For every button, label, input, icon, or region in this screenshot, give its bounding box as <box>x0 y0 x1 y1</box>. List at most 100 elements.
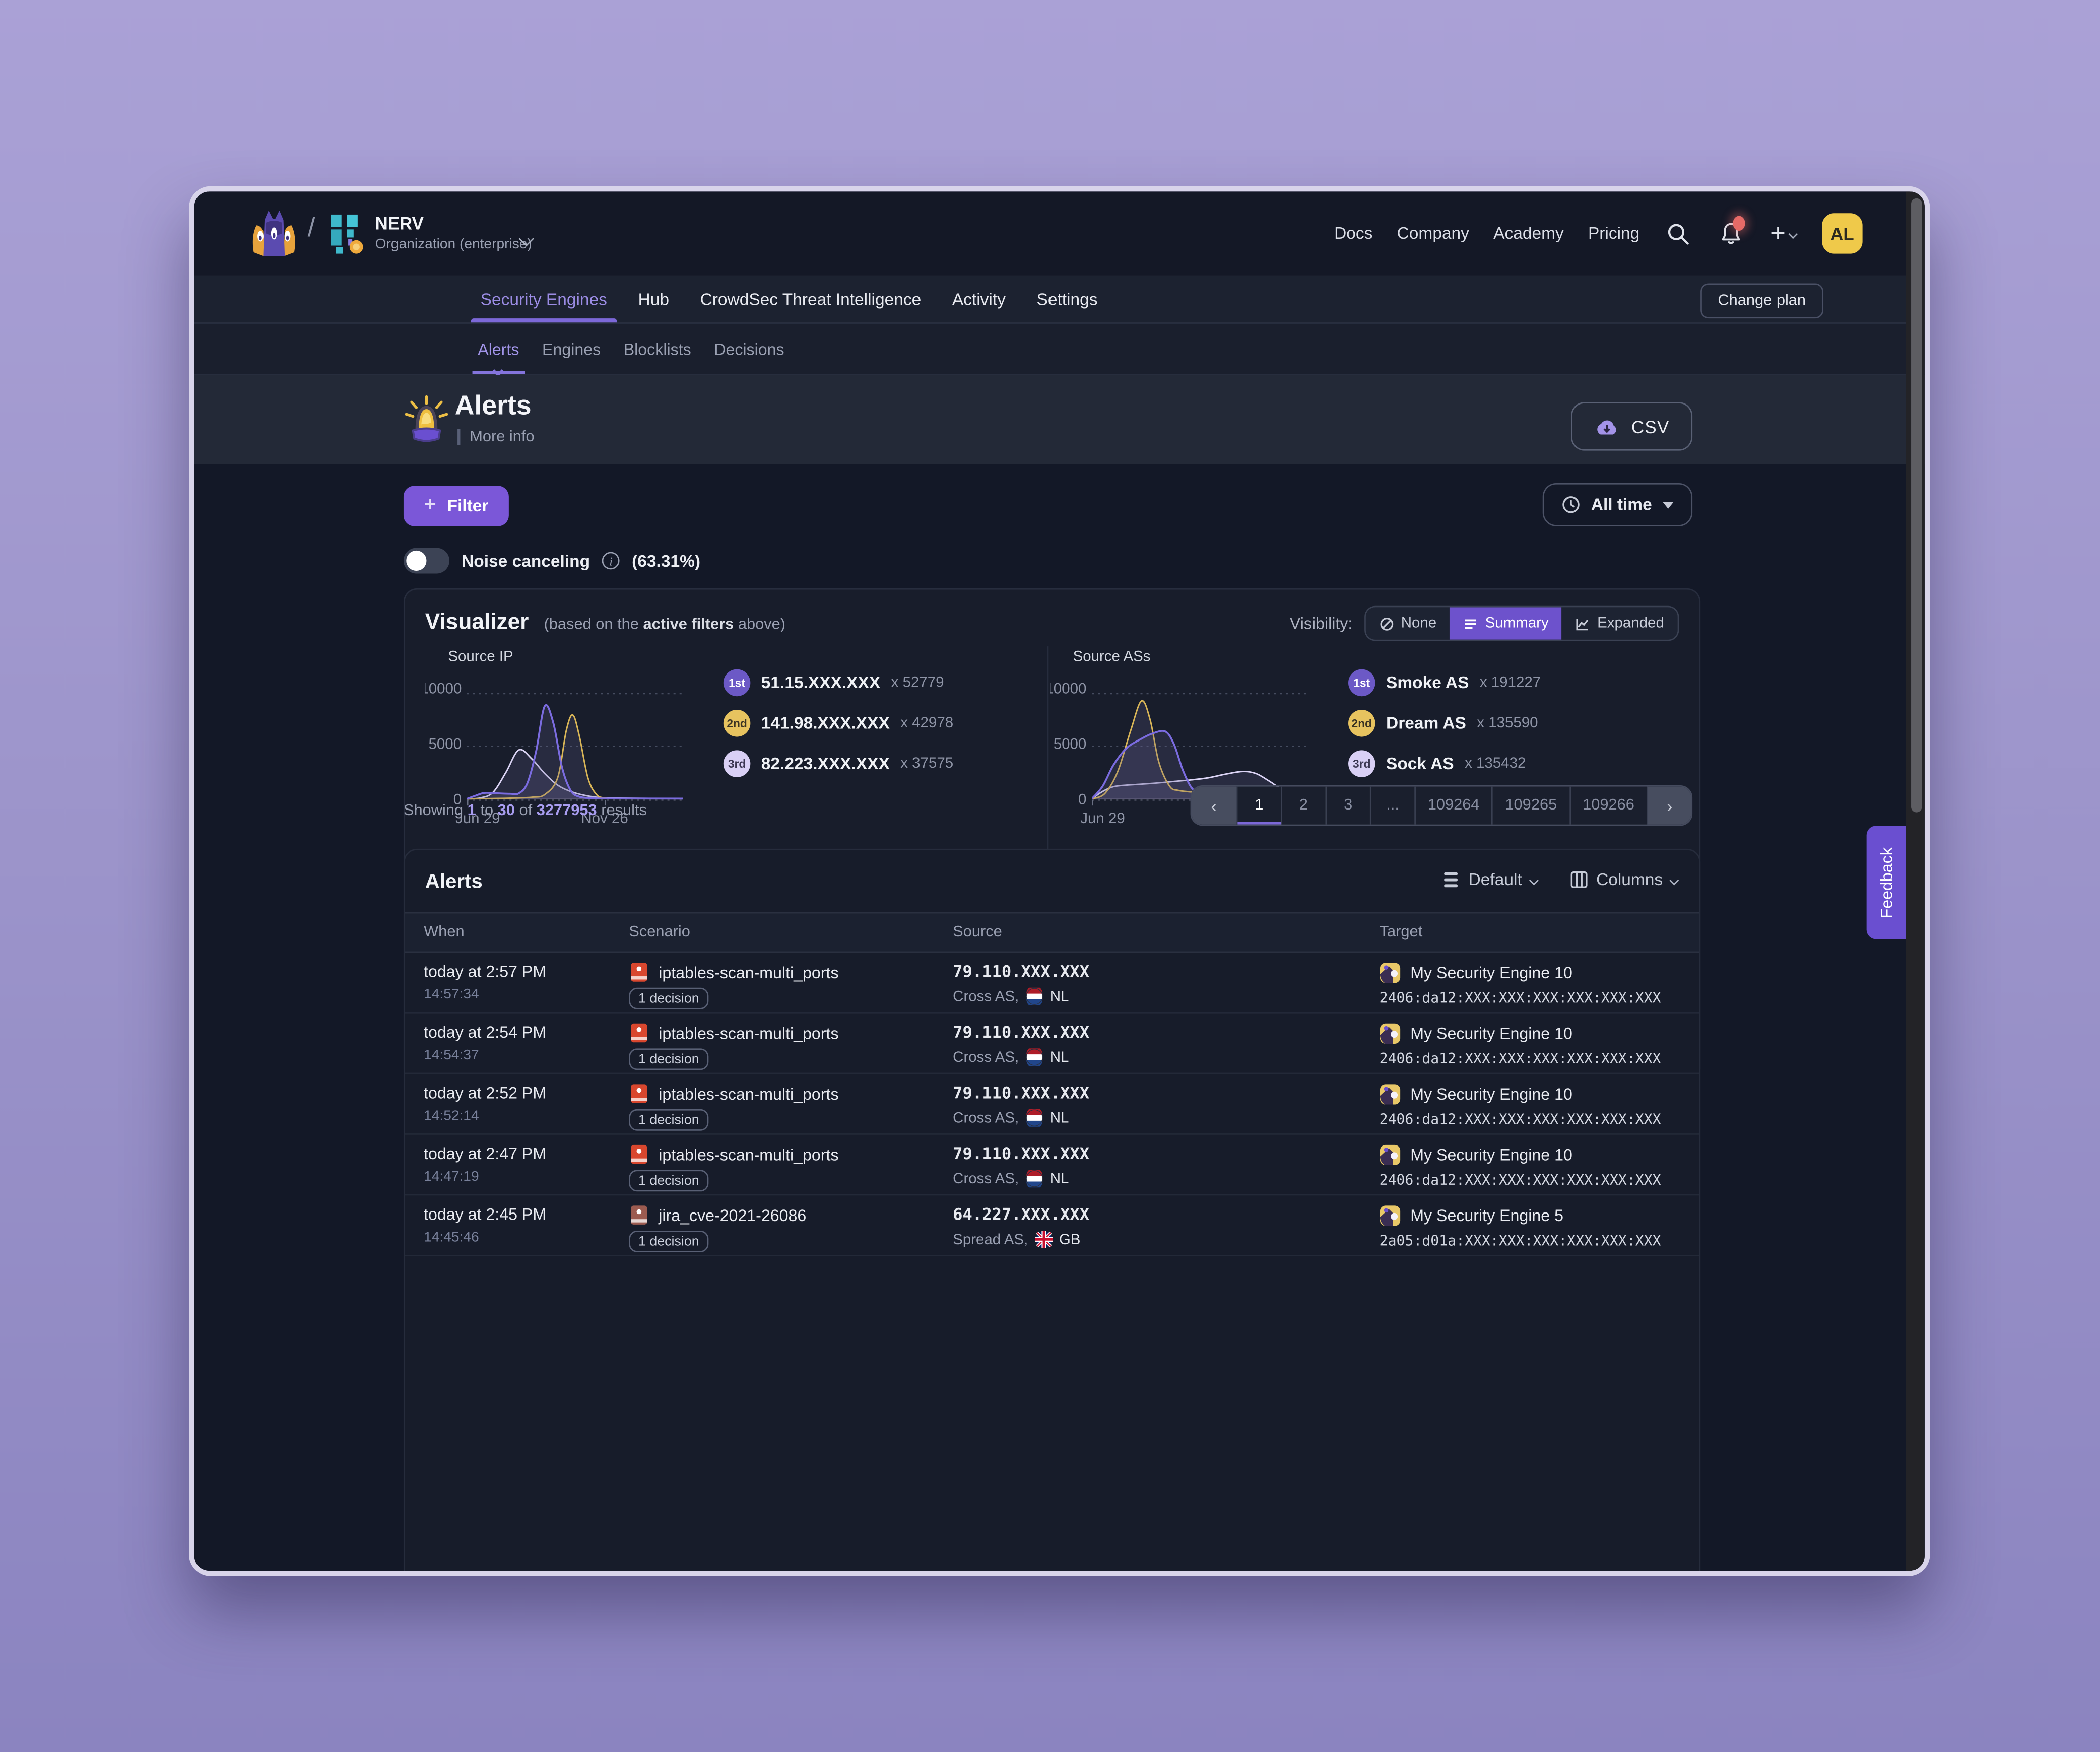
nav-tab-activity[interactable]: Activity <box>952 289 1006 309</box>
table-view-dropdown[interactable]: Default <box>1441 870 1538 889</box>
target-engine-name[interactable]: My Security Engine 10 <box>1410 963 1572 983</box>
visibility-option-none[interactable]: None <box>1366 607 1450 640</box>
scenario-name[interactable]: iptables-scan-multi_ports <box>659 1023 839 1043</box>
header-link-pricing[interactable]: Pricing <box>1588 224 1640 243</box>
scrollbar-thumb[interactable] <box>1910 198 1922 813</box>
legend-item[interactable]: 3rd Sock AS x 135432 <box>1348 749 1541 777</box>
nav-tab-crowdsec-threat-intelligence[interactable]: CrowdSec Threat Intelligence <box>700 289 922 309</box>
y-axis-tick-label: 10000 <box>1050 681 1087 698</box>
decision-badge[interactable]: 1 decision <box>629 1048 709 1070</box>
legend-item[interactable]: 3rd 82.223.XXX.XXX x 37575 <box>723 749 953 777</box>
chart-legend: 1st Smoke AS x 191227 2nd Dream AS x 135590 3r… <box>1348 668 1541 777</box>
legend-item[interactable]: 1st 51.15.XXX.XXX x 52779 <box>723 668 953 696</box>
scenario-name[interactable]: iptables-scan-multi_ports <box>659 1144 839 1164</box>
noise-canceling-toggle[interactable] <box>403 548 450 574</box>
user-avatar[interactable]: AL <box>1822 213 1863 254</box>
source-ip[interactable]: 79.110.XXX.XXX <box>953 1144 1090 1164</box>
visibility-option-label: Expanded <box>1597 615 1664 632</box>
decision-badge[interactable]: 1 decision <box>629 1170 709 1192</box>
table-row[interactable]: today at 2:45 PM 14:45:46 jira_cve-2021-26… <box>405 1195 1699 1256</box>
header-link-academy[interactable]: Academy <box>1493 224 1564 243</box>
change-plan-button[interactable]: Change plan <box>1700 283 1823 319</box>
x-axis-tick <box>605 800 606 806</box>
nav-tab-settings[interactable]: Settings <box>1036 289 1098 309</box>
nav-tab-hub[interactable]: Hub <box>638 289 669 309</box>
chevron-down-icon <box>1788 228 1798 238</box>
subnav-tab-alerts[interactable]: Alerts <box>472 324 524 377</box>
legend-item[interactable]: 1st Smoke AS x 191227 <box>1348 668 1541 696</box>
visibility-option-label: Summary <box>1485 615 1549 632</box>
noise-canceling-value: (63.31%) <box>632 551 701 570</box>
org-chevron-down-icon[interactable] <box>518 227 534 251</box>
pagination-page-1[interactable]: 1 <box>1236 786 1281 825</box>
time-range-dropdown[interactable]: All time <box>1542 483 1693 526</box>
page-header: Alerts More info CSV <box>194 375 1925 464</box>
pagination: ‹ 1 2 3... 109264 109265 109266 › <box>1190 785 1693 826</box>
source-country: GB <box>1059 1231 1081 1248</box>
source-ip[interactable]: 64.227.XXX.XXX <box>953 1205 1090 1224</box>
legend-item[interactable]: 2nd 141.98.XXX.XXX x 42978 <box>723 708 953 736</box>
legend-name: Sock AS <box>1386 754 1454 773</box>
notifications-bell-icon[interactable] <box>1718 216 1745 247</box>
clock-icon <box>1562 496 1580 513</box>
scenario-name[interactable]: iptables-scan-multi_ports <box>659 1084 839 1103</box>
alerts-siren-icon <box>404 395 449 444</box>
target-engine-name[interactable]: My Security Engine 10 <box>1410 1024 1572 1043</box>
alert-when: today at 2:52 PM <box>424 1083 547 1103</box>
area-chart <box>467 693 683 801</box>
pagination-next-button[interactable]: › <box>1647 786 1691 825</box>
pagination-prev-button[interactable]: ‹ <box>1191 786 1236 825</box>
table-columns-dropdown[interactable]: Columns <box>1569 870 1679 889</box>
target-engine-name[interactable]: My Security Engine 5 <box>1410 1206 1563 1226</box>
table-row[interactable]: today at 2:54 PM 14:54:37 iptables-scan-mu… <box>405 1014 1699 1074</box>
info-icon[interactable]: i <box>602 552 620 570</box>
table-row[interactable]: today at 2:57 PM 14:57:34 iptables-scan-mu… <box>405 953 1699 1014</box>
more-info-link[interactable]: More info <box>457 429 535 445</box>
pagination-page-109266[interactable]: 109266 <box>1569 786 1647 825</box>
rank-badge: 2nd <box>1348 709 1375 736</box>
alert-time: 14:45:46 <box>424 1229 479 1246</box>
results-summary: Showing 1 to 30 of 3277953 results <box>403 802 647 819</box>
nav-tab-security-engines[interactable]: Security Engines <box>471 275 617 323</box>
decision-badge[interactable]: 1 decision <box>629 1109 709 1131</box>
legend-item[interactable]: 2nd Dream AS x 135590 <box>1348 708 1541 736</box>
plus-icon: + <box>424 494 437 517</box>
x-axis-tick-label: Jun 29 <box>455 811 500 828</box>
feedback-button[interactable]: Feedback <box>1866 826 1906 939</box>
pagination-page-3[interactable]: 3 <box>1325 786 1370 825</box>
x-axis-tick-label: Nov 26 <box>581 811 628 828</box>
csv-export-button[interactable]: CSV <box>1570 402 1693 451</box>
subnav-tab-decisions[interactable]: Decisions <box>714 339 784 359</box>
decision-badge[interactable]: 1 decision <box>629 987 709 1009</box>
scrollbar-track[interactable] <box>1906 191 1925 1571</box>
visibility-option-expanded[interactable]: Expanded <box>1562 607 1678 640</box>
org-name[interactable]: NERV <box>375 213 424 234</box>
table-row[interactable]: today at 2:52 PM 14:52:14 iptables-scan-mu… <box>405 1074 1699 1135</box>
pagination-page-109265[interactable]: 109265 <box>1491 786 1569 825</box>
decision-badge[interactable]: 1 decision <box>629 1230 709 1252</box>
cell-target: My Security Engine 10 2406:da12:XXX:XXX:X… <box>1380 1144 1661 1189</box>
pagination-page-...[interactable]: ... <box>1369 786 1414 825</box>
visibility-option-summary[interactable]: Summary <box>1450 607 1562 640</box>
scenario-name[interactable]: jira_cve-2021-26086 <box>659 1205 807 1225</box>
legend-count: x 135590 <box>1477 714 1538 731</box>
target-engine-name[interactable]: My Security Engine 10 <box>1410 1145 1572 1165</box>
table-row[interactable]: today at 2:47 PM 14:47:19 iptables-scan-mu… <box>405 1135 1699 1196</box>
pagination-page-2[interactable]: 2 <box>1280 786 1326 825</box>
header-link-docs[interactable]: Docs <box>1334 224 1373 243</box>
source-ip[interactable]: 79.110.XXX.XXX <box>953 1023 1090 1042</box>
flag-nl-icon <box>1026 1170 1043 1188</box>
scenario-name[interactable]: iptables-scan-multi_ports <box>659 963 839 982</box>
subnav-tab-blocklists[interactable]: Blocklists <box>623 339 691 359</box>
source-ip[interactable]: 79.110.XXX.XXX <box>953 1083 1090 1103</box>
subnav-tab-engines[interactable]: Engines <box>542 339 601 359</box>
pagination-page-109264[interactable]: 109264 <box>1414 786 1492 825</box>
add-menu-button[interactable]: + <box>1770 221 1798 246</box>
search-icon[interactable] <box>1665 220 1692 247</box>
header-link-company[interactable]: Company <box>1397 224 1469 243</box>
source-ip[interactable]: 79.110.XXX.XXX <box>953 962 1090 981</box>
crowdsec-mascot-logo[interactable] <box>248 207 300 260</box>
target-engine-name[interactable]: My Security Engine 10 <box>1410 1085 1572 1104</box>
filter-button[interactable]: + Filter <box>403 486 509 526</box>
